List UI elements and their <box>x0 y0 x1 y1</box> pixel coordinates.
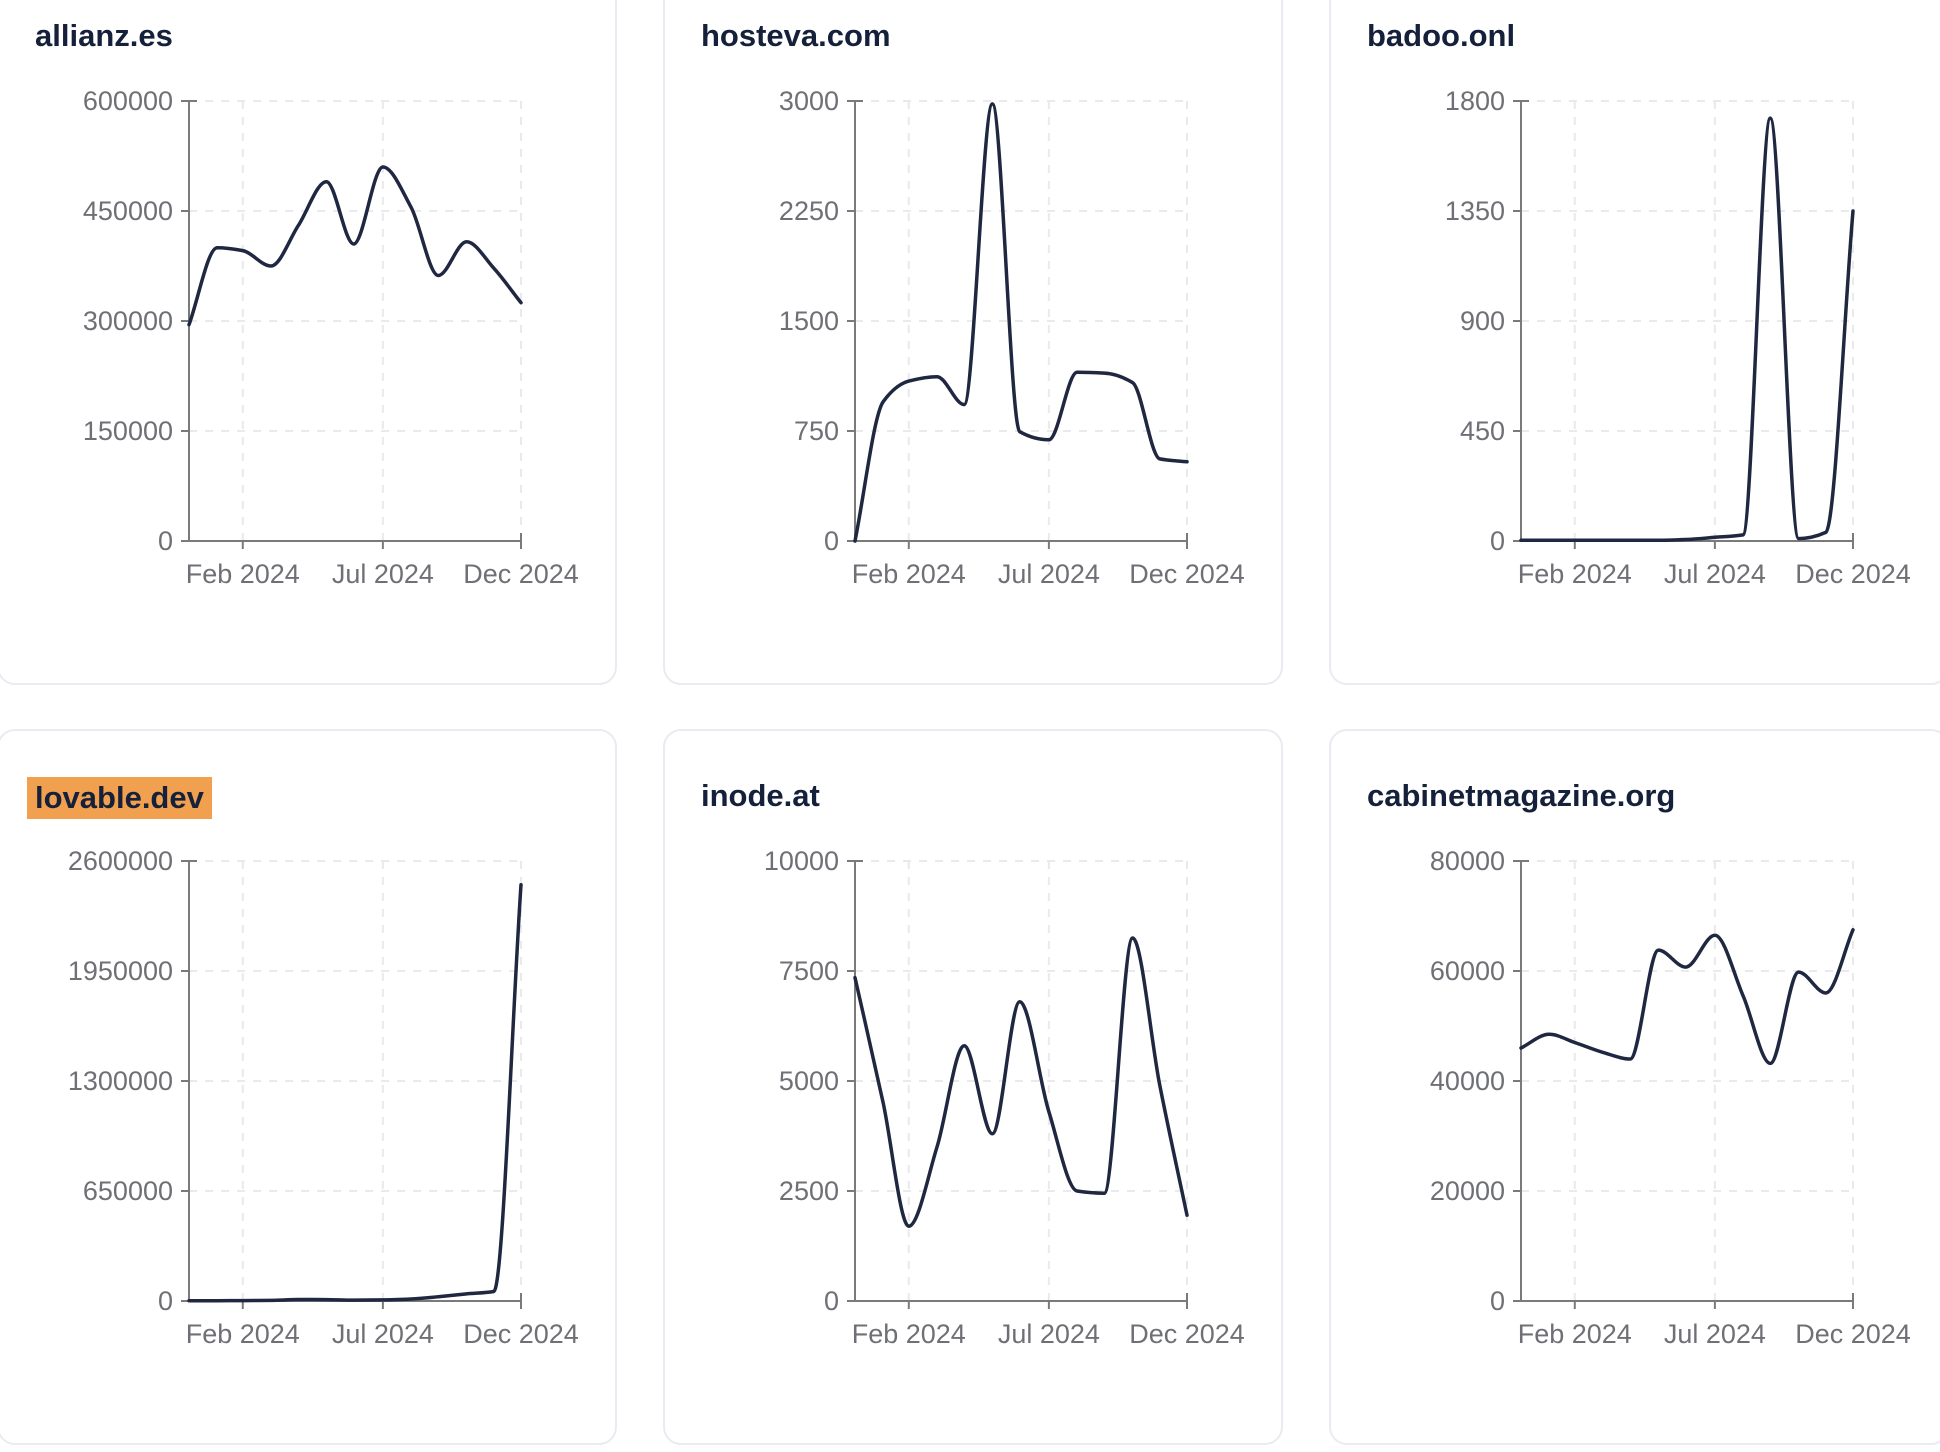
chart-title: cabinetmagazine.org <box>1367 778 1676 813</box>
svg-text:Feb 2024: Feb 2024 <box>1518 559 1632 589</box>
chart-title: hosteva.com <box>701 18 891 53</box>
svg-text:Dec 2024: Dec 2024 <box>1795 559 1911 589</box>
svg-text:Jul 2024: Jul 2024 <box>998 1319 1100 1349</box>
svg-text:0: 0 <box>824 1286 839 1316</box>
svg-text:0: 0 <box>158 1286 173 1316</box>
svg-text:0: 0 <box>824 526 839 556</box>
svg-text:80000: 80000 <box>1430 846 1505 876</box>
svg-text:Dec 2024: Dec 2024 <box>463 1319 579 1349</box>
chart-card[interactable]: allianz.es 0 150000 300000 450000 600000 Feb … <box>0 0 617 685</box>
svg-text:600000: 600000 <box>83 86 173 116</box>
svg-text:750: 750 <box>794 416 839 446</box>
chart-card[interactable]: lovable.dev 0 650000 1300000 1950000 2600000… <box>0 729 617 1445</box>
svg-text:Jul 2024: Jul 2024 <box>1664 559 1766 589</box>
line-chart: 0 750 1500 2250 3000 Feb 2024 Jul 2024 Dec 2024 <box>779 86 1245 589</box>
svg-text:Feb 2024: Feb 2024 <box>852 559 966 589</box>
line-chart: 0 20000 40000 60000 80000 Feb 2024 Jul 2024 Dec… <box>1430 846 1911 1349</box>
line-chart: 0 2500 5000 7500 10000 Feb 2024 Jul 2024 Dec 20… <box>764 846 1245 1349</box>
chart-title: allianz.es <box>35 18 173 53</box>
svg-text:Jul 2024: Jul 2024 <box>1664 1319 1766 1349</box>
svg-text:Feb 2024: Feb 2024 <box>186 1319 300 1349</box>
svg-text:0: 0 <box>1490 1286 1505 1316</box>
svg-text:1950000: 1950000 <box>68 956 173 986</box>
line-chart: 0 650000 1300000 1950000 2600000 Feb 2024 Jul … <box>68 846 579 1349</box>
svg-text:60000: 60000 <box>1430 956 1505 986</box>
svg-text:10000: 10000 <box>764 846 839 876</box>
svg-text:2250: 2250 <box>779 196 839 226</box>
svg-text:Feb 2024: Feb 2024 <box>852 1319 966 1349</box>
svg-text:5000: 5000 <box>779 1066 839 1096</box>
line-chart: 0 450 900 1350 1800 Feb 2024 Jul 2024 Dec 2024 <box>1445 86 1911 589</box>
svg-text:Dec 2024: Dec 2024 <box>1795 1319 1911 1349</box>
svg-text:3000: 3000 <box>779 86 839 116</box>
svg-text:Feb 2024: Feb 2024 <box>1518 1319 1632 1349</box>
svg-text:Dec 2024: Dec 2024 <box>1129 559 1245 589</box>
svg-text:1800: 1800 <box>1445 86 1505 116</box>
chart-card[interactable]: badoo.onl 0 450 900 1350 1800 Feb 2024 Jul 202… <box>1329 0 1940 685</box>
svg-text:150000: 150000 <box>83 416 173 446</box>
svg-text:2600000: 2600000 <box>68 846 173 876</box>
svg-text:1350: 1350 <box>1445 196 1505 226</box>
svg-text:40000: 40000 <box>1430 1066 1505 1096</box>
chart-card[interactable]: hosteva.com 0 750 1500 2250 3000 Feb 2024 Jul … <box>663 0 1283 685</box>
svg-text:2500: 2500 <box>779 1176 839 1206</box>
svg-text:7500: 7500 <box>779 956 839 986</box>
svg-text:0: 0 <box>1490 526 1505 556</box>
svg-text:Dec 2024: Dec 2024 <box>1129 1319 1245 1349</box>
svg-text:Jul 2024: Jul 2024 <box>332 559 434 589</box>
svg-text:450000: 450000 <box>83 196 173 226</box>
chart-card[interactable]: cabinetmagazine.org 0 20000 40000 60000 8000… <box>1329 729 1940 1445</box>
svg-text:Feb 2024: Feb 2024 <box>186 559 300 589</box>
svg-text:300000: 300000 <box>83 306 173 336</box>
svg-text:Jul 2024: Jul 2024 <box>998 559 1100 589</box>
svg-text:1500: 1500 <box>779 306 839 336</box>
svg-text:650000: 650000 <box>83 1176 173 1206</box>
svg-text:Jul 2024: Jul 2024 <box>332 1319 434 1349</box>
chart-title: badoo.onl <box>1367 18 1516 53</box>
line-chart: 0 150000 300000 450000 600000 Feb 2024 Jul 202… <box>83 86 579 589</box>
svg-text:0: 0 <box>158 526 173 556</box>
svg-text:1300000: 1300000 <box>68 1066 173 1096</box>
chart-card[interactable]: inode.at 0 2500 5000 7500 10000 Feb 2024 Jul 2… <box>663 729 1283 1445</box>
chart-title: inode.at <box>701 778 820 813</box>
svg-text:450: 450 <box>1460 416 1505 446</box>
svg-text:Dec 2024: Dec 2024 <box>463 559 579 589</box>
chart-title: lovable.dev <box>27 777 212 819</box>
svg-text:20000: 20000 <box>1430 1176 1505 1206</box>
svg-text:900: 900 <box>1460 306 1505 336</box>
